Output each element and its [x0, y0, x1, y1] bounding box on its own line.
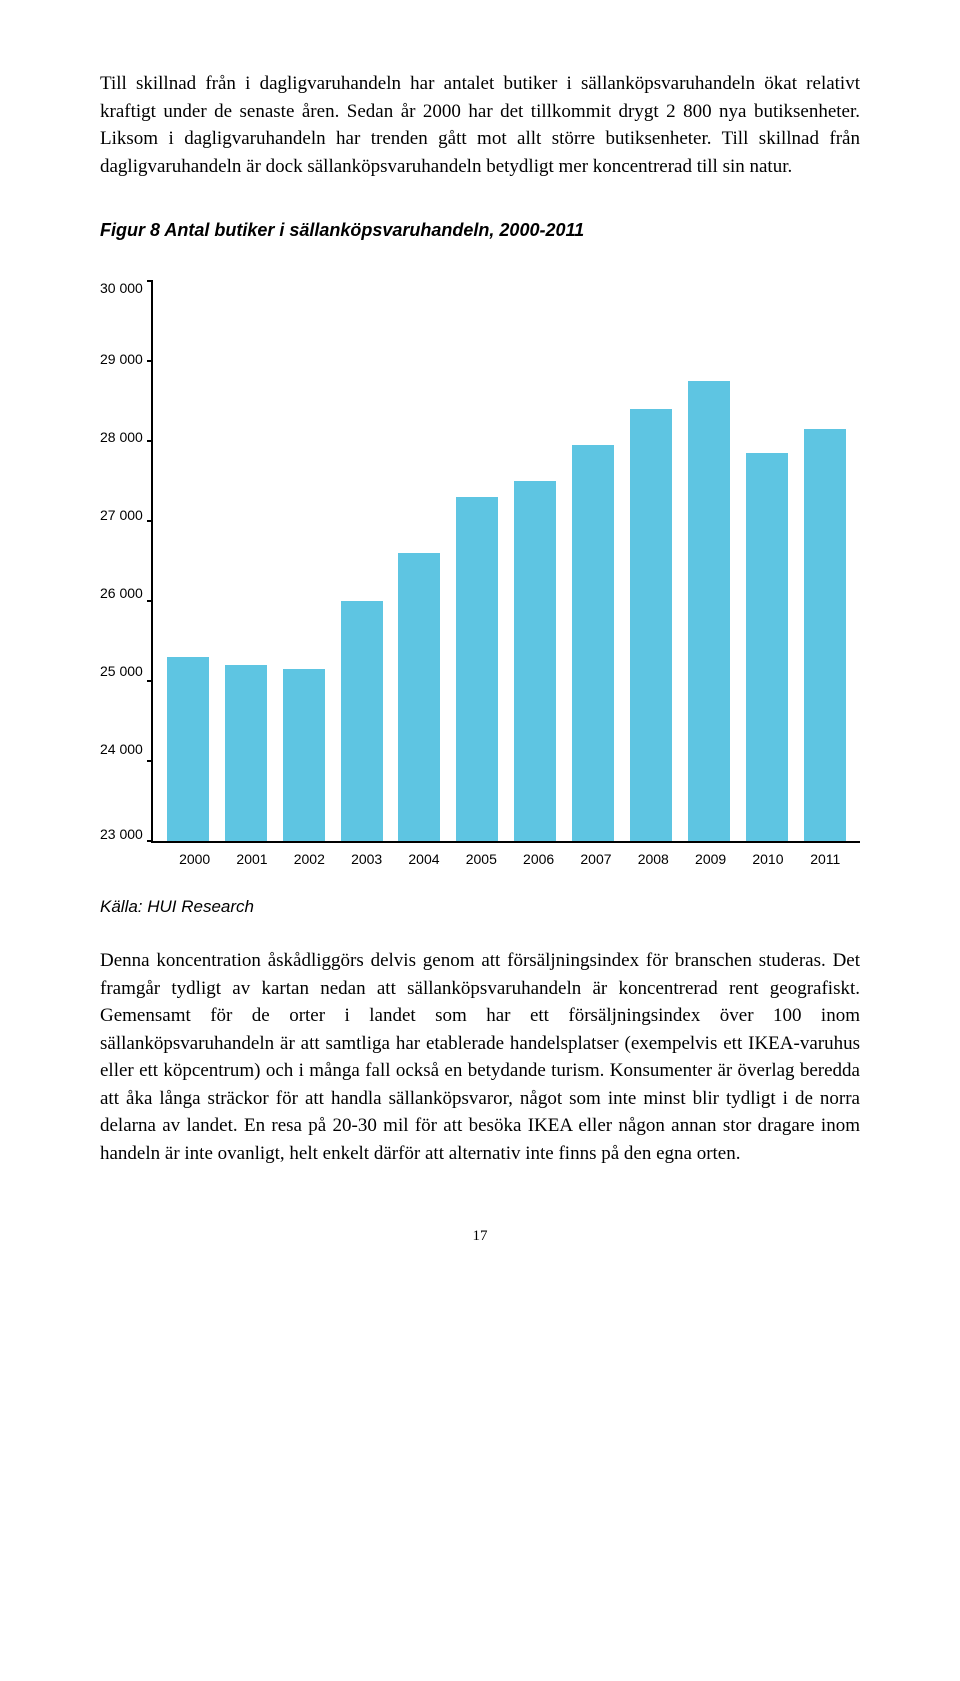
- x-tick-label: 2011: [804, 851, 846, 867]
- chart-bar: [398, 553, 440, 841]
- x-tick-label: 2002: [288, 851, 330, 867]
- chart-bar: [283, 669, 325, 841]
- y-tick-label: 25 000: [100, 664, 143, 678]
- y-tick-label: 28 000: [100, 430, 143, 444]
- chart-bar: [456, 497, 498, 841]
- intro-paragraph: Till skillnad från i dagligvaruhandeln h…: [100, 70, 860, 180]
- y-tick-label: 29 000: [100, 352, 143, 366]
- y-tick-label: 23 000: [100, 827, 143, 841]
- chart-source: Källa: HUI Research: [100, 897, 860, 917]
- y-tick-label: 26 000: [100, 586, 143, 600]
- chart-bar: [688, 381, 730, 841]
- page-number: 17: [100, 1228, 860, 1245]
- y-tick-label: 30 000: [100, 281, 143, 295]
- chart-title: Figur 8 Antal butiker i sällanköpsvaruha…: [100, 220, 860, 241]
- x-tick-label: 2000: [174, 851, 216, 867]
- chart-bar: [514, 481, 556, 841]
- chart-bar: [630, 409, 672, 841]
- y-tick-label: 24 000: [100, 742, 143, 756]
- chart-bar: [572, 445, 614, 841]
- x-tick-label: 2005: [460, 851, 502, 867]
- x-tick-label: 2004: [403, 851, 445, 867]
- x-tick-label: 2009: [690, 851, 732, 867]
- chart-bar: [225, 665, 267, 841]
- chart-bar: [341, 601, 383, 841]
- x-tick-label: 2008: [632, 851, 674, 867]
- chart: 30 000 29 000 28 000 27 000 26 000 25 000 24 0…: [100, 281, 860, 867]
- chart-plot-area: [151, 281, 860, 843]
- x-tick-label: 2003: [346, 851, 388, 867]
- x-tick-label: 2001: [231, 851, 273, 867]
- x-tick-label: 2007: [575, 851, 617, 867]
- body-paragraph: Denna koncentration åskådliggörs delvis …: [100, 947, 860, 1167]
- x-tick-label: 2010: [747, 851, 789, 867]
- chart-bar: [746, 453, 788, 841]
- chart-bar: [167, 657, 209, 841]
- chart-bar: [804, 429, 846, 841]
- chart-x-axis: 2000 2001 2002 2003 2004 2005 2006 2007 2008 2009…: [160, 843, 860, 867]
- x-tick-label: 2006: [518, 851, 560, 867]
- chart-y-axis: 30 000 29 000 28 000 27 000 26 000 25 000 24 0…: [100, 281, 151, 841]
- page-container: Till skillnad från i dagligvaruhandeln h…: [0, 0, 960, 1285]
- chart-bars: [153, 281, 860, 841]
- y-tick-label: 27 000: [100, 508, 143, 522]
